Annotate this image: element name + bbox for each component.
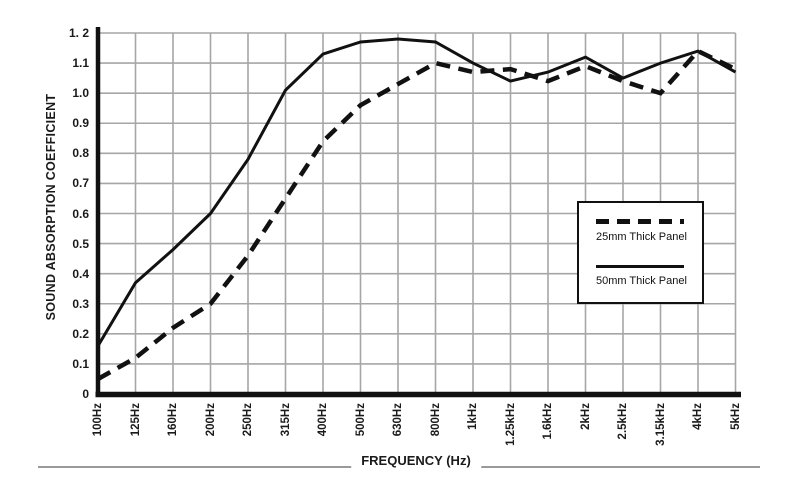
legend-label-25mm: 25mm Thick Panel [596,231,687,243]
y-tick-label: 1.1 [72,56,89,71]
x-tick-label: 4kHz [692,403,704,430]
x-tick-label: 2.5kHz [617,403,629,440]
y-tick-label: 0.2 [72,326,89,341]
y-tick-label: 0.3 [72,296,89,311]
y-tick-label: 1. 2 [68,26,89,40]
y-tick-label: 0.7 [72,176,89,191]
x-tick-label: 5kHz [729,403,742,430]
legend-dashed-line-sample [596,219,684,224]
y-tick-label: 0.9 [72,116,89,131]
x-tick-label: 100Hz [92,403,104,437]
legend-solid-line-sample [596,265,684,268]
x-tick-label: 2kHz [579,403,592,430]
x-axis-title: FREQUENCY (Hz) [351,453,481,471]
y-tick-label: 0.8 [72,146,89,161]
y-tick-label: 0.4 [72,266,89,281]
y-tick-label: 1.0 [72,86,89,101]
x-tick-label: 1.25kHz [504,403,517,446]
series-line-50mm-solid [96,37,737,347]
x-tick-label: 125Hz [129,403,142,437]
x-tick-label: 1.6kHz [542,403,554,440]
x-tick-label: 315Hz [279,403,292,437]
x-tick-label: 160Hz [167,403,179,437]
x-tick-label: 3.15kHz [654,403,667,446]
x-tick-label: 250Hz [242,403,254,437]
x-tick-label: 200Hz [204,403,217,437]
y-tick-label: 0.5 [72,236,89,251]
legend-box: 25mm Thick Panel 50mm Thick Panel [577,201,704,304]
y-tick-label: 0.1 [72,356,89,371]
legend-label-50mm: 50mm Thick Panel [596,275,687,287]
x-tick-label: 400Hz [317,403,329,437]
y-tick-label: 0 [82,387,89,401]
y-tick-label: 0.6 [72,206,89,221]
